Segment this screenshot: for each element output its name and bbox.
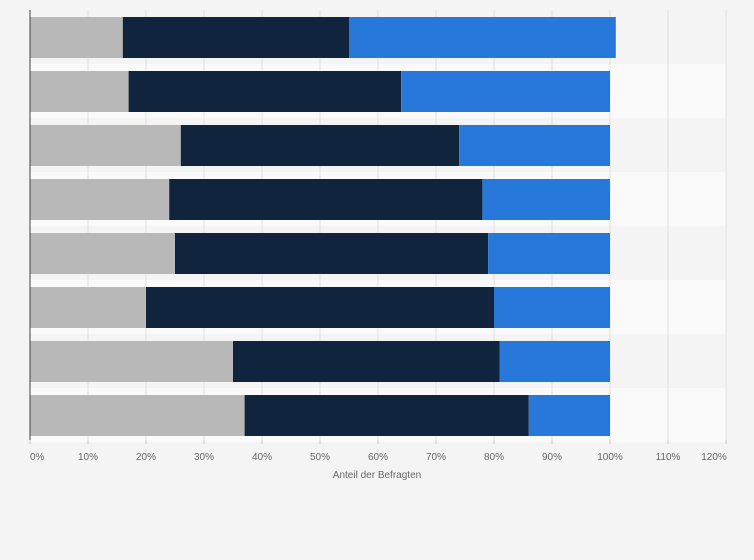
bar-segment-series-1	[30, 17, 123, 58]
x-axis-ticks: 0% 10% 20% 30% 40% 50% 60% 70% 80% 90% 100% 110% 120…	[29, 440, 727, 463]
bar-segment-series-1	[30, 233, 175, 274]
bar-segment-series-3	[482, 179, 610, 220]
x-tick-label: 60%	[368, 452, 388, 463]
x-tick-label: 40%	[252, 452, 272, 463]
bar-segment-series-2	[122, 17, 349, 58]
x-tick-label: 10%	[78, 452, 98, 463]
bar-segment-series-2	[146, 287, 494, 328]
bar-segment-series-1	[30, 179, 170, 220]
x-axis-title: Anteil der Befragten	[333, 470, 421, 481]
bar-segment-series-2	[180, 125, 460, 166]
bar-segment-series-2	[169, 179, 483, 220]
x-tick-label: 0%	[30, 452, 45, 463]
x-tick-label: 70%	[426, 452, 446, 463]
x-tick-label: 50%	[310, 452, 330, 463]
bar-segment-series-1	[30, 341, 233, 382]
bar-segment-series-1	[30, 395, 245, 436]
bar-segment-series-1	[30, 287, 146, 328]
bar-segment-series-3	[488, 233, 610, 274]
x-tick-label: 20%	[136, 452, 156, 463]
bar-segment-series-3	[349, 17, 616, 58]
x-tick-label: 30%	[194, 452, 214, 463]
bar-segment-series-3	[459, 125, 610, 166]
bar-segment-series-3	[499, 341, 610, 382]
bar-segment-series-2	[175, 233, 489, 274]
bars	[30, 17, 616, 436]
bar-segment-series-2	[244, 395, 529, 436]
bar-segment-series-1	[30, 71, 129, 112]
x-tick-label: 120%	[701, 452, 727, 463]
bar-segment-series-3	[528, 395, 610, 436]
bar-segment-series-2	[128, 71, 402, 112]
x-tick-label: 100%	[597, 452, 623, 463]
bar-segment-series-1	[30, 125, 181, 166]
bar-segment-series-2	[233, 341, 500, 382]
x-tick-label: 90%	[542, 452, 562, 463]
x-tick-label: 80%	[484, 452, 504, 463]
bar-segment-series-3	[494, 287, 610, 328]
bar-segment-series-3	[401, 71, 610, 112]
x-tick-label: 110%	[656, 452, 681, 463]
